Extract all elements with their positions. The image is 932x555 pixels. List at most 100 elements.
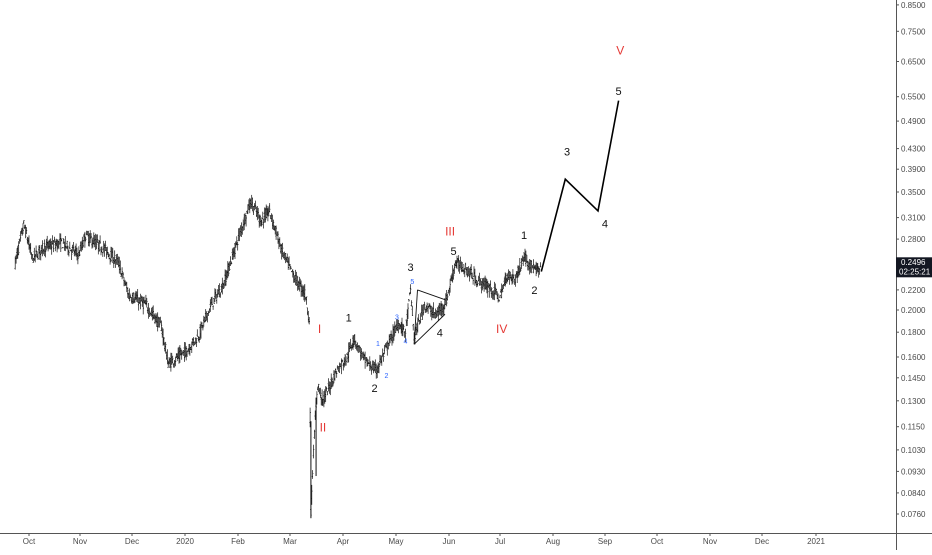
candle (123, 277, 125, 287)
candle (262, 211, 264, 220)
candle (419, 313, 422, 324)
candle (325, 386, 328, 392)
candle (305, 296, 308, 305)
candle (236, 241, 239, 251)
x-tick-label: 2020 (176, 537, 194, 546)
candle (23, 220, 25, 224)
candle (437, 305, 440, 322)
candle (284, 253, 287, 264)
candle (69, 241, 71, 250)
triangle-upper-line (417, 289, 446, 301)
x-tick-label: Feb (231, 537, 245, 546)
candle (481, 278, 484, 291)
candle (247, 204, 249, 215)
candle (527, 260, 529, 271)
candle (127, 287, 129, 298)
candle (25, 227, 28, 235)
candle (60, 238, 63, 242)
candle (272, 219, 275, 230)
price-series (14, 194, 542, 519)
candle (95, 234, 98, 250)
candle (243, 213, 245, 231)
candle (427, 305, 429, 314)
candle (152, 305, 154, 320)
candle (164, 341, 167, 354)
candle (344, 354, 346, 366)
candle (139, 293, 142, 310)
candle (183, 342, 186, 362)
wave-label-red: IV (496, 322, 507, 336)
candle (128, 288, 131, 302)
x-tick-label: Sep (598, 537, 613, 546)
candle (19, 231, 22, 242)
candle (499, 294, 501, 299)
candle (22, 223, 24, 235)
candle (37, 253, 39, 260)
candle (277, 231, 279, 244)
wave-label-black: 1 (521, 230, 527, 242)
x-tick-label: Oct (651, 537, 664, 546)
candle (213, 298, 215, 304)
y-tick-label: 0.0930 (901, 467, 926, 476)
candle (238, 227, 241, 242)
candle (146, 297, 148, 308)
wave-label-black: 5 (451, 246, 457, 258)
candle (312, 444, 315, 459)
candle (505, 273, 507, 284)
candle (411, 305, 414, 316)
candle (504, 272, 506, 287)
candle (91, 237, 93, 249)
candle (154, 313, 156, 325)
wave-label-red: III (445, 225, 455, 239)
candle (218, 283, 221, 298)
candle (66, 240, 68, 250)
y-tick-label: 0.4300 (901, 145, 926, 154)
candle (180, 349, 183, 360)
candle (225, 270, 227, 286)
candle (121, 267, 123, 280)
wave-label-blue: 1 (376, 341, 380, 348)
candle (409, 284, 412, 294)
candle (422, 304, 425, 316)
wave-label-black: 4 (437, 327, 443, 339)
candle (275, 225, 277, 240)
triangle-pattern (413, 289, 446, 345)
y-tick-label: 0.0760 (901, 510, 926, 519)
candle (382, 352, 385, 362)
candle (458, 260, 461, 274)
candle (341, 359, 344, 363)
y-tick-label: 0.1030 (901, 446, 926, 455)
candle (311, 470, 314, 479)
y-tick-label: 0.2200 (901, 286, 926, 295)
candle (82, 240, 84, 248)
candle (449, 278, 451, 293)
candle (96, 234, 99, 243)
candle (324, 386, 327, 402)
candle (110, 246, 112, 263)
candle (62, 238, 65, 244)
candle (52, 240, 55, 253)
candle (17, 241, 20, 256)
candle (452, 269, 455, 280)
wave-label-black: 2 (531, 285, 537, 297)
candle (513, 274, 515, 279)
candle (212, 305, 214, 310)
candle (60, 233, 62, 252)
candle (132, 292, 134, 304)
y-tick-label: 0.5500 (901, 93, 926, 102)
candle (41, 240, 44, 257)
candle (304, 284, 306, 302)
candle (308, 317, 310, 325)
candle (245, 215, 247, 227)
y-tick-label: 0.4900 (901, 117, 926, 126)
candle (264, 207, 267, 223)
candle (508, 270, 511, 285)
candle (407, 303, 409, 319)
y-tick-label: 0.1300 (901, 397, 926, 406)
candle (390, 330, 392, 341)
candle (512, 269, 514, 284)
x-tick-label: Mar (283, 537, 297, 546)
candle (309, 407, 311, 428)
